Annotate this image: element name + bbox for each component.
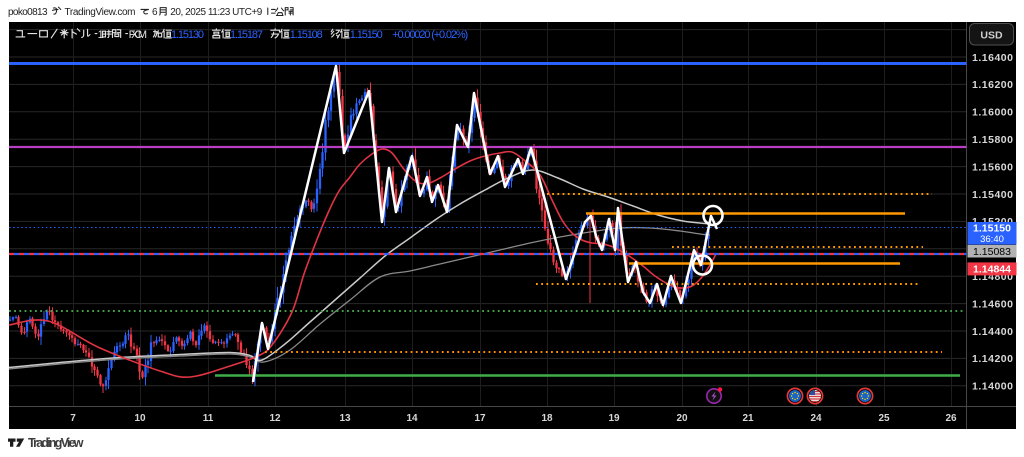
svg-text:25: 25 (878, 413, 890, 424)
svg-text:13: 13 (339, 413, 351, 424)
svg-text:1.15108: 1.15108 (290, 29, 323, 41)
svg-text:1.14000: 1.14000 (972, 381, 1013, 393)
svg-text:24: 24 (810, 413, 822, 424)
svg-text:36:40: 36:40 (980, 234, 1004, 245)
svg-text:1.15800: 1.15800 (972, 134, 1013, 146)
svg-text:1.15150: 1.15150 (973, 223, 1011, 235)
svg-text:11: 11 (203, 413, 214, 424)
svg-text:1.16200: 1.16200 (972, 79, 1013, 91)
svg-text:19: 19 (608, 413, 620, 424)
svg-text:1: 1 (98, 29, 104, 41)
svg-text:1.14400: 1.14400 (972, 326, 1013, 338)
svg-text:1.15600: 1.15600 (972, 161, 1013, 173)
svg-text:17: 17 (474, 413, 486, 424)
svg-text:FXCM: FXCM (129, 29, 148, 41)
svg-text:1.15400: 1.15400 (972, 189, 1013, 201)
svg-text:6: 6 (152, 7, 158, 18)
svg-text:1.15150: 1.15150 (350, 29, 383, 41)
svg-text:1.14844: 1.14844 (973, 264, 1011, 276)
svg-text:+0.00020 (+0.02%): +0.00020 (+0.02%) (392, 29, 468, 41)
svg-text:1.14200: 1.14200 (972, 353, 1013, 365)
svg-text:TradingView.com: TradingView.com (65, 7, 136, 18)
svg-text:1.14600: 1.14600 (972, 298, 1013, 310)
svg-text:1.15083: 1.15083 (973, 246, 1011, 258)
svg-text:TradingView: TradingView (28, 436, 84, 450)
svg-text:14: 14 (406, 413, 418, 424)
svg-text:1.16400: 1.16400 (972, 52, 1013, 64)
svg-text:1.15130: 1.15130 (171, 29, 204, 41)
svg-text:poko0813: poko0813 (8, 7, 48, 18)
svg-text:18: 18 (541, 413, 553, 424)
svg-text:7: 7 (70, 413, 76, 424)
svg-text:10: 10 (134, 413, 146, 424)
svg-text:1.16000: 1.16000 (972, 107, 1013, 119)
svg-text:USD: USD (980, 30, 1003, 42)
svg-text:1.15187: 1.15187 (230, 29, 263, 41)
svg-text:26: 26 (945, 413, 957, 424)
svg-text:20: 20 (676, 413, 688, 424)
svg-text:21: 21 (742, 413, 754, 424)
svg-text:12: 12 (269, 413, 281, 424)
svg-text:20, 2025 11:23 UTC+9: 20, 2025 11:23 UTC+9 (170, 7, 262, 18)
